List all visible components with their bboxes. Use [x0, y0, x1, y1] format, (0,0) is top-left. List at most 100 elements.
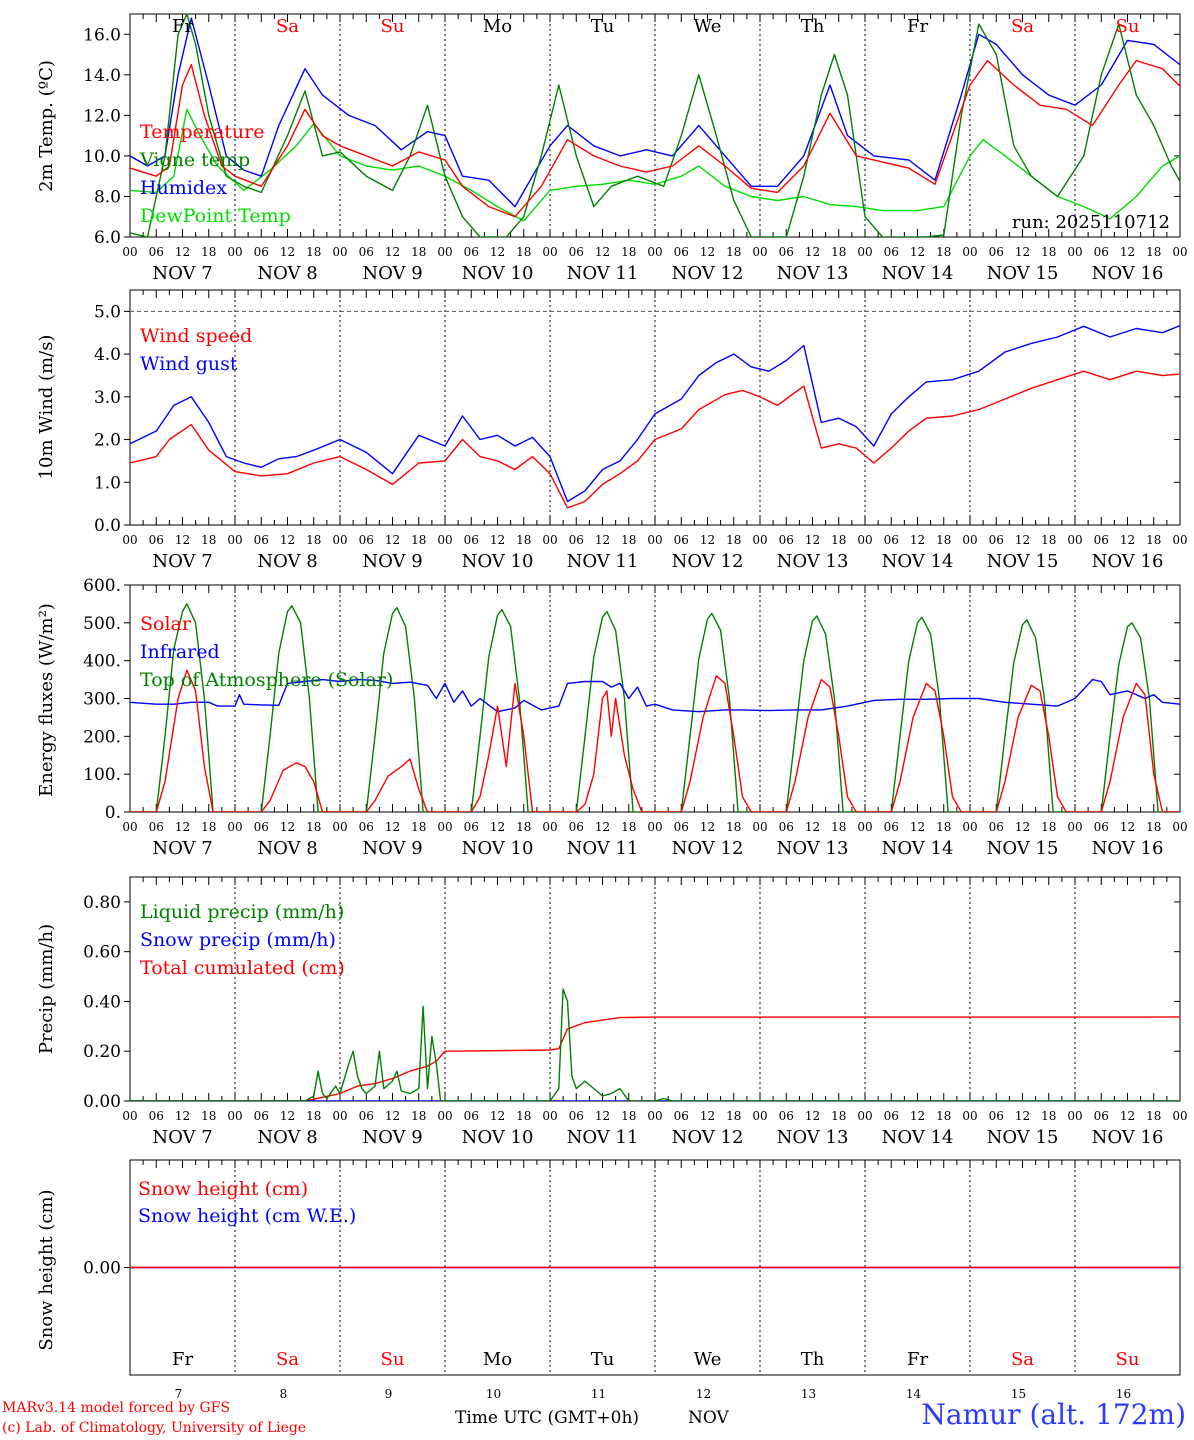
hour-tick-label: 18: [1146, 533, 1161, 547]
hour-tick-label: 00: [752, 820, 767, 834]
hour-tick-label: 06: [149, 245, 164, 259]
hour-tick-label: 00: [332, 533, 347, 547]
hour-tick-label: 00: [752, 1109, 767, 1123]
panel-frame: [129, 584, 1181, 813]
date-label: NOV 10: [462, 1127, 534, 1148]
y-tick-label: 6.0: [94, 228, 121, 248]
y-tick-label: 0.00: [83, 1092, 121, 1112]
hour-tick-label: 00: [542, 245, 557, 259]
hour-tick-label: 12: [1120, 820, 1135, 834]
panel-snow: 0.00 Snow height (cm) Snow height (cm) Snow…: [36, 1159, 1181, 1376]
hour-tick-label: 18: [201, 245, 216, 259]
hour-tick-label: 18: [831, 820, 846, 834]
hour-tick-label: 18: [516, 245, 531, 259]
date-label: NOV 8: [257, 1127, 317, 1148]
hour-tick-label: 18: [621, 1109, 636, 1123]
legend-entry: DewPoint Temp: [140, 205, 291, 227]
date-label: NOV 8: [257, 838, 317, 859]
hour-tick-label: 06: [569, 245, 584, 259]
date-label: NOV 9: [362, 263, 422, 284]
hour-tick-label: 06: [254, 533, 269, 547]
date-label: NOV 10: [462, 551, 534, 572]
hour-tick-label: 12: [910, 533, 925, 547]
hour-tick-label: 18: [516, 820, 531, 834]
hour-tick-label: 18: [516, 1109, 531, 1123]
hour-tick-label: 12: [1015, 533, 1030, 547]
hour-tick-label: 00: [857, 820, 872, 834]
hour-tick-label: 00: [962, 820, 977, 834]
weekday-label-bottom: Sa: [276, 1349, 299, 1370]
hour-tick-label: 06: [674, 245, 689, 259]
date-number: 12: [696, 1387, 711, 1401]
hour-tick-label: 12: [805, 245, 820, 259]
hour-tick-label: 06: [464, 820, 479, 834]
y-tick-label: 4.0: [94, 345, 121, 365]
lab-credit: (c) Lab. of Climatology, University of L…: [2, 1420, 307, 1436]
hour-tick-label: 12: [595, 533, 610, 547]
month-label: NOV: [688, 1408, 729, 1428]
panel-wind: 0.0 1.0 2.0 3.0 4.0 5.0 10m Wind (m/s) Wind spe…: [36, 289, 1188, 572]
hour-tick-label: 12: [1015, 245, 1030, 259]
weekday-label-bottom: Su: [381, 1349, 405, 1370]
y-tick-label: 1.0: [94, 473, 121, 493]
hour-tick-label: 06: [989, 533, 1004, 547]
y-axis-label: Snow height (cm): [36, 1189, 57, 1350]
date-label: NOV 8: [257, 263, 317, 284]
hour-tick-label: 18: [411, 245, 426, 259]
y-tick-label: 0.00: [83, 1259, 121, 1279]
date-label: NOV 14: [882, 1127, 954, 1148]
hour-tick-label: 12: [385, 533, 400, 547]
hour-tick-label: 06: [989, 1109, 1004, 1123]
series-line-top-of-atmosphere-solar-: [130, 603, 1180, 812]
date-label: NOV 14: [882, 838, 954, 859]
hour-tick-label: 18: [936, 533, 951, 547]
legend-entry: Liquid precip (mm/h): [140, 901, 344, 923]
hour-tick-label: 12: [805, 533, 820, 547]
legend-entry: Snow height (cm): [138, 1178, 308, 1200]
y-tick-label: 16.0: [83, 25, 121, 45]
hour-tick-label: 12: [385, 820, 400, 834]
weekday-label-bottom: Tu: [591, 1349, 615, 1370]
run-annotation: run: 2025110712: [1012, 212, 1170, 233]
hour-tick-label: 06: [884, 245, 899, 259]
weekday-label-top: We: [694, 16, 722, 37]
hour-tick-label: 18: [831, 1109, 846, 1123]
hour-tick-label: 18: [1146, 820, 1161, 834]
hour-tick-label: 06: [464, 1109, 479, 1123]
y-tick-label: 12.0: [83, 106, 121, 126]
date-label: NOV 15: [987, 263, 1059, 284]
hour-tick-label: 06: [254, 1109, 269, 1123]
hour-tick-label: 00: [1067, 245, 1082, 259]
hour-tick-label: 00: [437, 820, 452, 834]
hour-tick-label: 18: [411, 1109, 426, 1123]
hour-tick-label: 18: [1041, 245, 1056, 259]
series-line-vigne-temp: [130, 14, 1180, 237]
hour-tick-label: 00: [647, 533, 662, 547]
date-label: NOV 9: [362, 838, 422, 859]
hour-tick-label: 12: [700, 820, 715, 834]
date-label: NOV 16: [1092, 263, 1164, 284]
date-label: NOV 13: [777, 1127, 849, 1148]
series-group: [130, 324, 1180, 509]
legend-entry: Vigne temp: [139, 149, 250, 171]
hour-tick-label: 12: [1015, 1109, 1030, 1123]
station-name: Namur (alt. 172m): [921, 1398, 1186, 1431]
series-line-dewpoint-temp: [130, 108, 1180, 222]
hour-tick-label: 00: [122, 820, 137, 834]
date-label: NOV 15: [987, 551, 1059, 572]
legend-entry: Humidex: [140, 177, 227, 199]
hour-tick-label: 12: [490, 1109, 505, 1123]
hour-tick-label: 06: [779, 533, 794, 547]
hour-tick-label: 00: [227, 245, 242, 259]
date-label: NOV 13: [777, 551, 849, 572]
y-tick-label: 300.: [83, 690, 121, 710]
hour-tick-label: 18: [831, 245, 846, 259]
hour-tick-label: 06: [359, 1109, 374, 1123]
hour-tick-label: 00: [122, 245, 137, 259]
hour-tick-label: 12: [700, 533, 715, 547]
y-axis-label: 2m Temp. (ºC): [36, 60, 57, 192]
date-label: NOV 12: [672, 551, 744, 572]
hour-tick-label: 00: [1067, 820, 1082, 834]
hour-tick-label: 06: [359, 245, 374, 259]
hour-tick-label: 06: [989, 245, 1004, 259]
